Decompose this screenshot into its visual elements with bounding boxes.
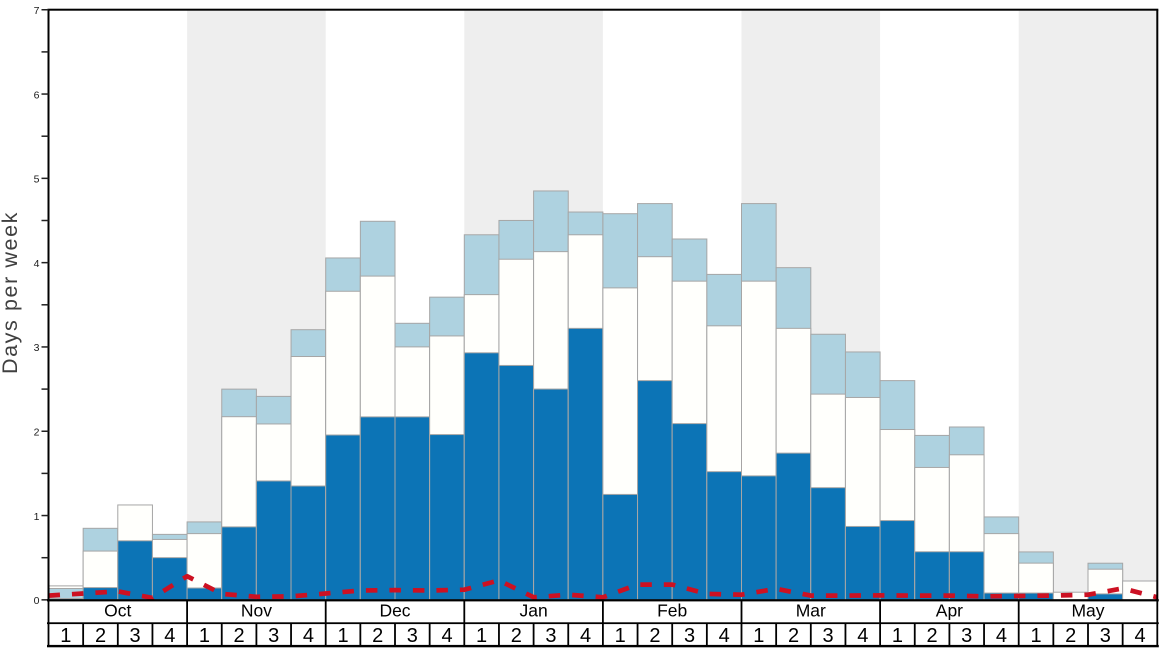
svg-text:6: 6 [34,89,40,101]
svg-text:2: 2 [234,625,245,647]
svg-text:0: 0 [34,595,40,607]
svg-text:Mar: Mar [796,600,826,620]
svg-text:1: 1 [337,625,348,647]
svg-text:7: 7 [34,5,40,17]
svg-text:Jan: Jan [519,600,547,620]
svg-text:1: 1 [615,625,626,647]
svg-text:1: 1 [753,625,764,647]
svg-text:2: 2 [511,625,522,647]
svg-text:2: 2 [649,625,660,647]
svg-text:4: 4 [1134,625,1145,647]
svg-text:Apr: Apr [936,600,963,620]
svg-text:1: 1 [60,625,71,647]
svg-text:4: 4 [303,625,314,647]
svg-text:3: 3 [130,625,141,647]
svg-text:4: 4 [164,625,175,647]
svg-text:3: 3 [268,625,279,647]
svg-text:4: 4 [719,625,730,647]
svg-text:2: 2 [788,625,799,647]
svg-text:5: 5 [34,174,40,186]
svg-text:2: 2 [34,427,40,439]
svg-text:3: 3 [407,625,418,647]
svg-text:Nov: Nov [241,600,272,620]
svg-text:Oct: Oct [104,600,131,620]
svg-text:4: 4 [441,625,452,647]
svg-text:3: 3 [1100,625,1111,647]
svg-text:Dec: Dec [379,600,410,620]
svg-text:3: 3 [684,625,695,647]
svg-text:1: 1 [892,625,903,647]
svg-text:4: 4 [34,258,40,270]
svg-text:1: 1 [476,625,487,647]
svg-text:2: 2 [1065,625,1076,647]
svg-text:4: 4 [580,625,591,647]
svg-text:3: 3 [961,625,972,647]
svg-text:1: 1 [34,511,40,523]
svg-text:1: 1 [199,625,210,647]
svg-text:3: 3 [545,625,556,647]
svg-text:1: 1 [1030,625,1041,647]
svg-text:4: 4 [857,625,868,647]
svg-text:3: 3 [34,342,40,354]
svg-text:2: 2 [372,625,383,647]
svg-text:Feb: Feb [657,600,687,620]
svg-text:2: 2 [927,625,938,647]
svg-text:2: 2 [95,625,106,647]
svg-text:4: 4 [996,625,1007,647]
svg-text:3: 3 [823,625,834,647]
svg-text:May: May [1071,600,1104,620]
svg-text:Days per week: Days per week [0,211,22,374]
